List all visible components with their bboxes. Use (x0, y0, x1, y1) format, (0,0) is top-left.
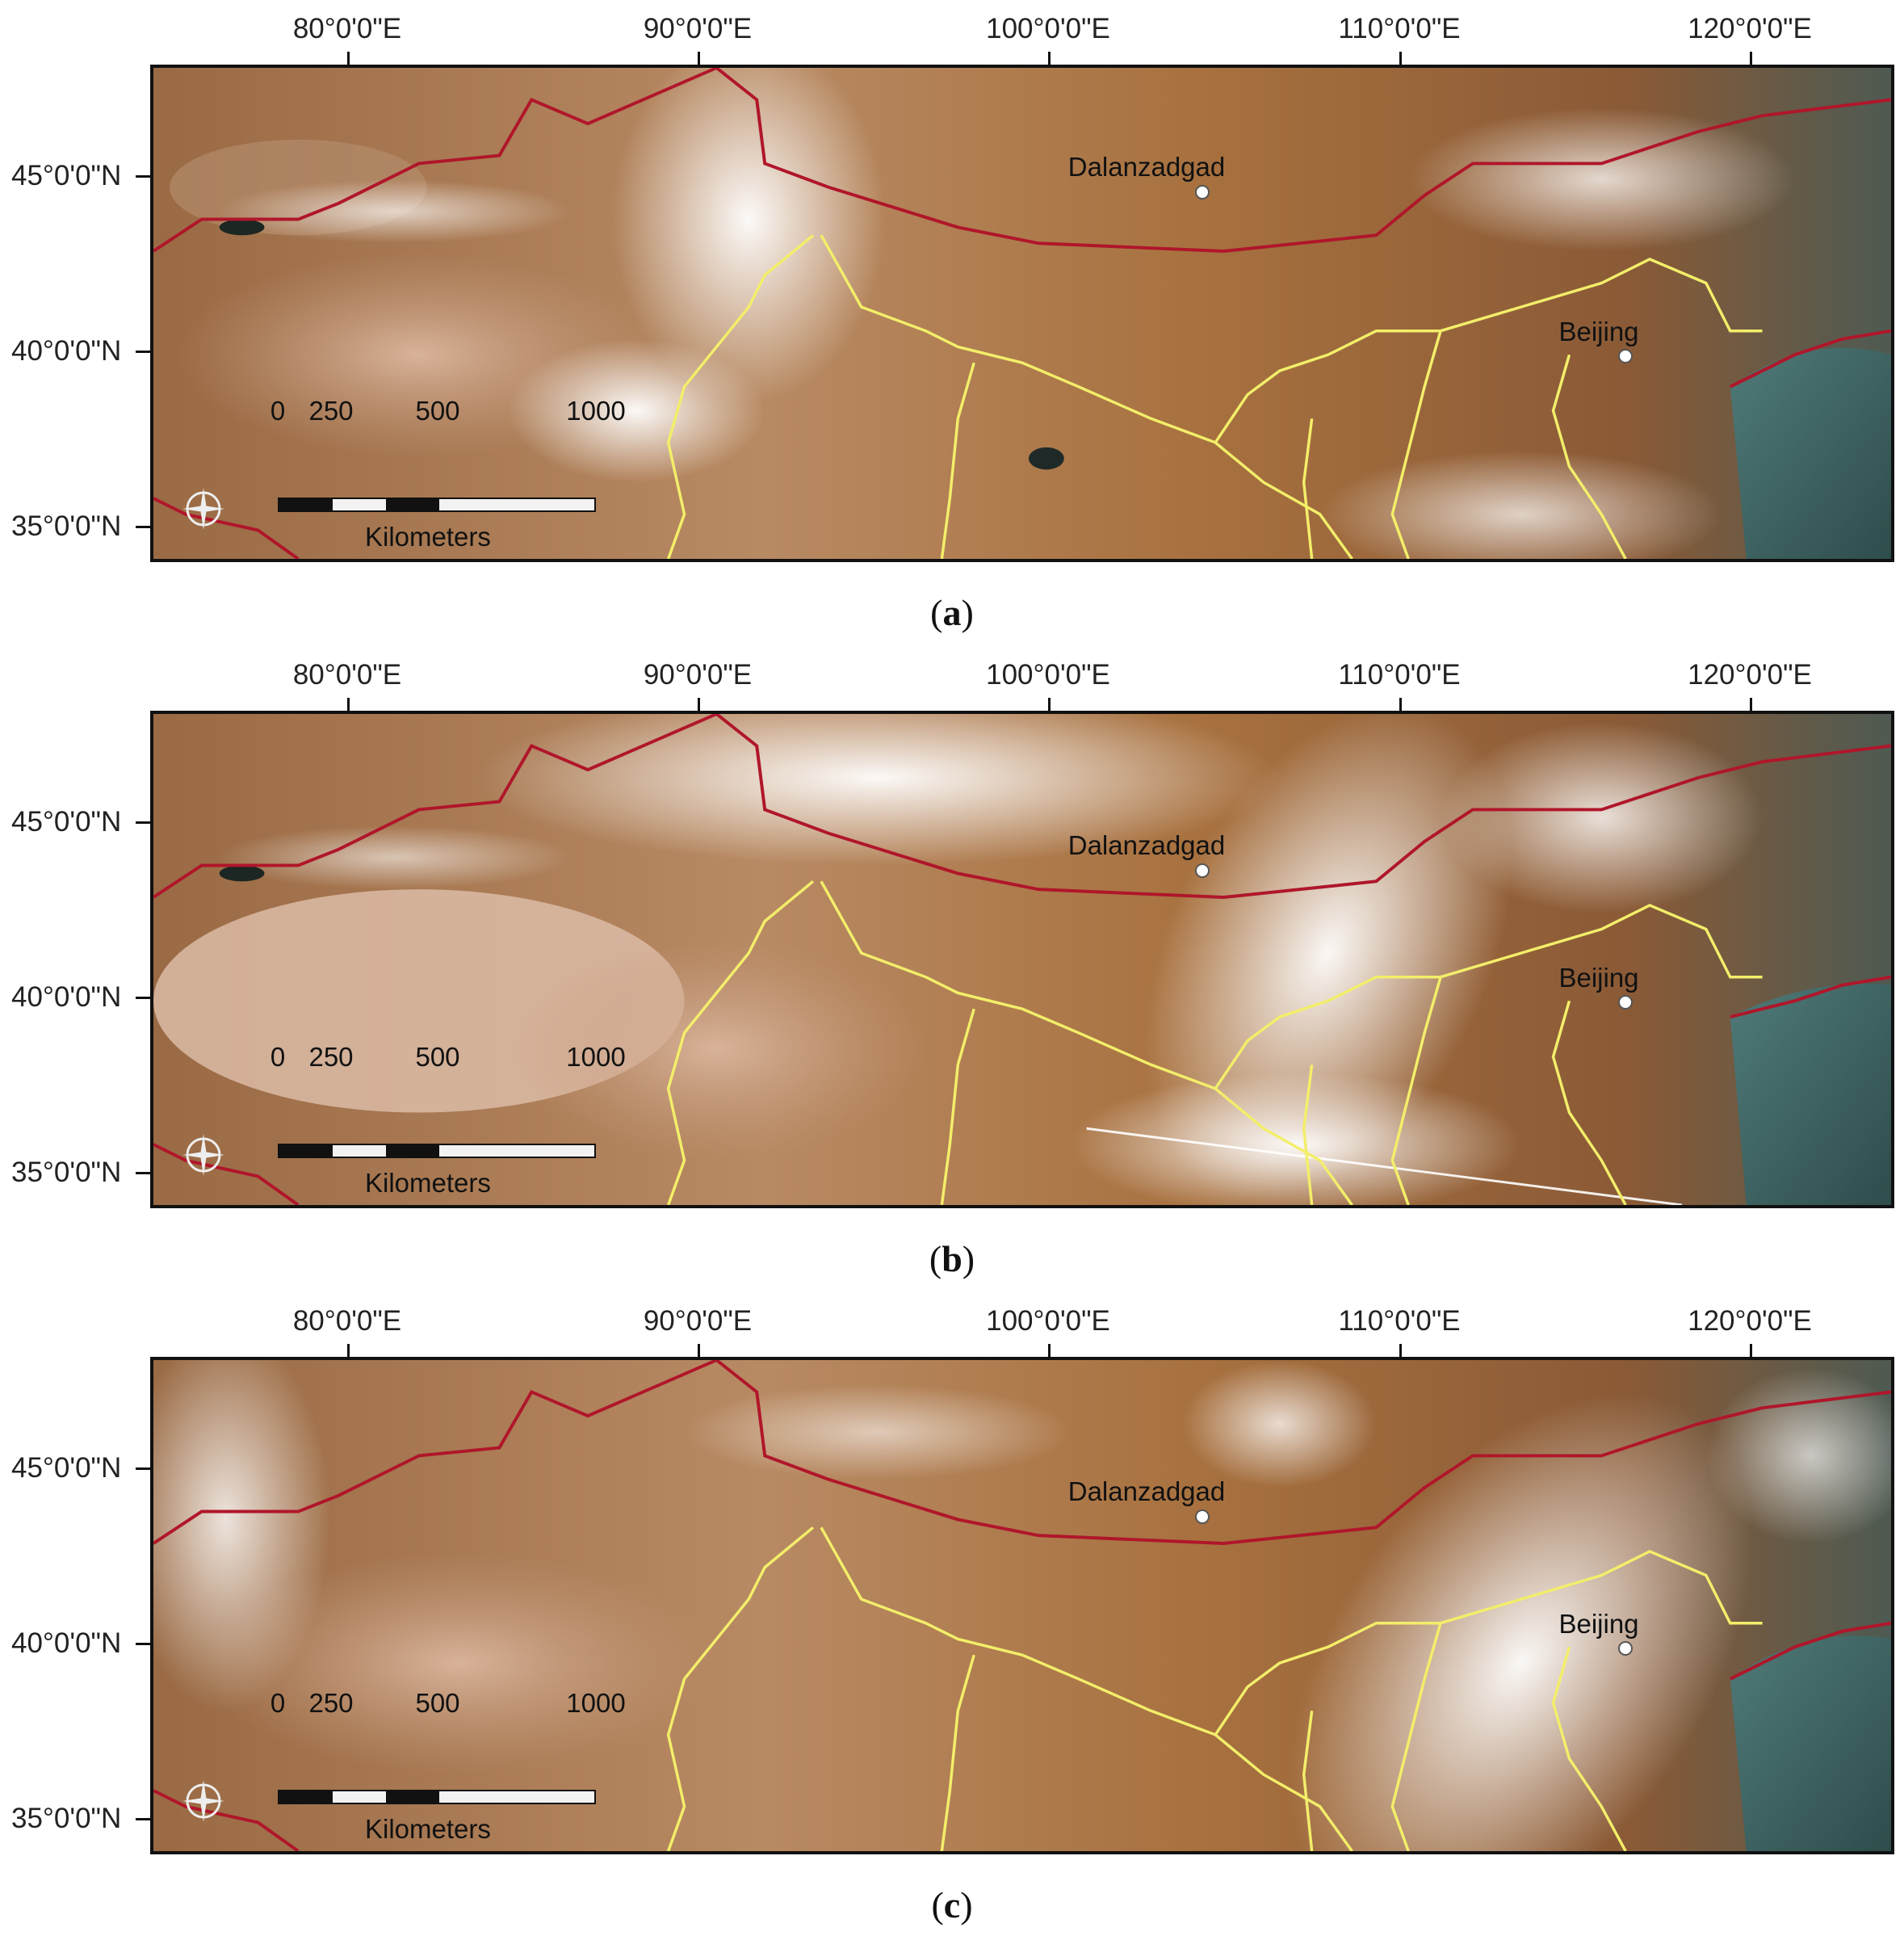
map-panel-a: 80°0'0"E 90°0'0"E 100°0'0"E 110°0'0"E 12… (0, 0, 1904, 646)
scale-bar-graphic (278, 498, 596, 512)
satellite-map-frame: Dalanzadgad Beijing 0 250 500 1000 Kilom… (150, 65, 1894, 562)
lat-tick (136, 1172, 150, 1174)
scale-bar-graphic (278, 1144, 596, 1158)
lat-tick (136, 526, 150, 528)
lon-tick-label: 80°0'0"E (292, 13, 402, 44)
lon-tick (1750, 1344, 1752, 1357)
scale-label: 0 (270, 396, 286, 426)
scale-unit-label: Kilometers (365, 1814, 491, 1844)
city-label-beijing: Beijing (1558, 963, 1639, 993)
lat-tick-label: 35°0'0"N (11, 1157, 122, 1188)
panel-caption: (b) (929, 1238, 975, 1279)
lat-tick-label: 45°0'0"N (11, 160, 122, 191)
scale-unit-label: Kilometers (365, 1168, 491, 1198)
scale-label: 1000 (566, 1688, 626, 1718)
city-marker-dalanzadgad (1195, 863, 1210, 878)
city-marker-dalanzadgad (1195, 185, 1210, 199)
satellite-imagery (153, 714, 1891, 1205)
lat-tick-label: 35°0'0"N (11, 1803, 122, 1834)
lon-tick (1399, 1344, 1402, 1357)
map-panel-b: 80°0'0"E 90°0'0"E 100°0'0"E 110°0'0"E 12… (0, 646, 1904, 1292)
city-label-dalanzadgad: Dalanzadgad (1067, 830, 1226, 860)
lon-tick-label: 80°0'0"E (292, 659, 402, 691)
lon-tick (1399, 52, 1402, 65)
scale-label: 500 (415, 396, 460, 426)
lon-tick-label: 110°0'0"E (1338, 659, 1461, 691)
scale-label: 0 (270, 1688, 286, 1718)
scale-unit-label: Kilometers (365, 522, 491, 552)
scale-label: 500 (415, 1042, 460, 1072)
lon-tick-label: 90°0'0"E (643, 659, 753, 691)
city-marker-beijing (1618, 349, 1633, 363)
lon-tick (1048, 1344, 1051, 1357)
lat-tick-label: 40°0'0"N (11, 1627, 122, 1659)
satellite-imagery (153, 1360, 1891, 1851)
lat-tick (136, 997, 150, 999)
satellite-imagery (153, 68, 1891, 559)
lon-tick-label: 100°0'0"E (986, 13, 1110, 44)
lat-tick-label: 40°0'0"N (11, 981, 122, 1013)
lon-tick-label: 100°0'0"E (986, 1305, 1110, 1337)
lon-tick-label: 120°0'0"E (1688, 13, 1812, 44)
lon-tick-label: 110°0'0"E (1338, 13, 1461, 44)
city-label-dalanzadgad: Dalanzadgad (1067, 152, 1226, 182)
scale-label: 500 (415, 1688, 460, 1718)
lon-tick (698, 698, 700, 711)
city-label-dalanzadgad: Dalanzadgad (1067, 1476, 1226, 1506)
lat-tick (136, 1643, 150, 1645)
lon-tick (1750, 52, 1752, 65)
scale-bar-graphic (278, 1790, 596, 1804)
city-marker-beijing (1618, 995, 1633, 1010)
lon-tick (347, 1344, 350, 1357)
lat-tick-label: 40°0'0"N (11, 335, 122, 367)
lon-tick-label: 100°0'0"E (986, 659, 1110, 691)
scale-label: 250 (308, 1688, 354, 1718)
lon-tick (347, 52, 350, 65)
lat-tick (136, 175, 150, 178)
panel-caption: (a) (930, 592, 974, 633)
lat-tick-label: 45°0'0"N (11, 1452, 122, 1484)
lon-tick-label: 80°0'0"E (292, 1305, 402, 1337)
scale-label: 250 (308, 396, 354, 426)
scale-label: 1000 (566, 1042, 626, 1072)
lon-tick-label: 120°0'0"E (1688, 1305, 1812, 1337)
lat-tick (136, 351, 150, 353)
lat-tick-label: 35°0'0"N (11, 510, 122, 542)
map-panel-c: 80°0'0"E 90°0'0"E 100°0'0"E 110°0'0"E 12… (0, 1292, 1904, 1938)
lat-tick (136, 1467, 150, 1470)
panel-caption: (c) (931, 1884, 973, 1925)
lon-tick-label: 90°0'0"E (643, 13, 753, 44)
scale-label: 0 (270, 1042, 286, 1072)
lon-tick (1750, 698, 1752, 711)
city-label-beijing: Beijing (1558, 1609, 1639, 1639)
city-marker-dalanzadgad (1195, 1509, 1210, 1524)
lon-tick (347, 698, 350, 711)
satellite-map-frame: Dalanzadgad Beijing 0 250 500 1000 Kilom… (150, 1357, 1894, 1854)
lat-tick-label: 45°0'0"N (11, 806, 122, 838)
compass-north-arrow-icon (182, 1134, 224, 1176)
lon-tick (698, 52, 700, 65)
compass-north-arrow-icon (182, 488, 224, 530)
lon-tick-label: 90°0'0"E (643, 1305, 753, 1337)
lon-tick (1048, 698, 1051, 711)
lon-tick (1048, 52, 1051, 65)
lon-tick (698, 1344, 700, 1357)
lon-tick-label: 110°0'0"E (1338, 1305, 1461, 1337)
city-label-beijing: Beijing (1558, 317, 1639, 346)
scale-label: 1000 (566, 396, 626, 426)
satellite-map-frame: Dalanzadgad Beijing 0 250 500 1000 Kilom… (150, 711, 1894, 1208)
lon-tick-label: 120°0'0"E (1688, 659, 1812, 691)
compass-north-arrow-icon (182, 1780, 224, 1822)
city-marker-beijing (1618, 1641, 1633, 1656)
scale-label: 250 (308, 1042, 354, 1072)
lat-tick (136, 1818, 150, 1820)
lat-tick (136, 821, 150, 824)
lon-tick (1399, 698, 1402, 711)
